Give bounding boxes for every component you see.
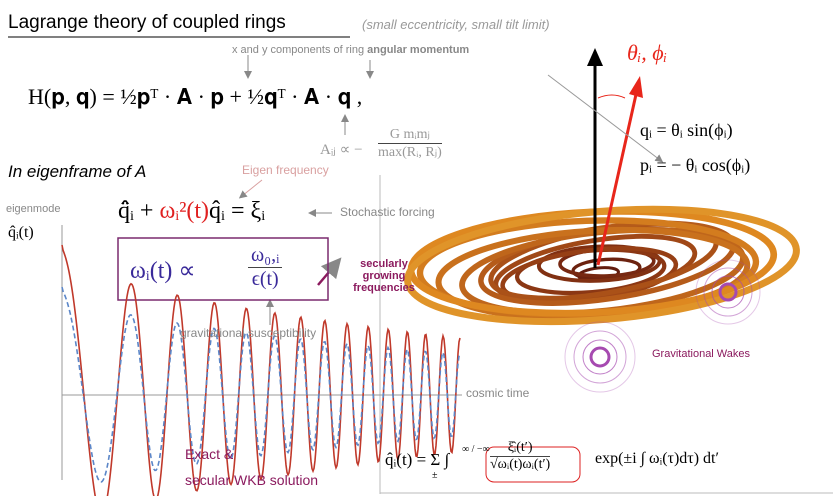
- growth-arrow: [318, 265, 335, 285]
- scaling-lhs: ωᵢ(t) ∝: [130, 256, 196, 285]
- numerator: ξ̂ᵢ(t′): [490, 440, 550, 457]
- pointer: [548, 75, 660, 160]
- sol-sub: ±: [432, 470, 438, 481]
- eigen-label: Eigen frequency: [242, 163, 329, 177]
- legend-2: secular WKB solution: [185, 472, 318, 488]
- numerator: ω₀,ᵢ: [248, 244, 282, 268]
- illustration: [0, 0, 833, 496]
- eq-left: q̂̈ᵢ +: [118, 198, 153, 224]
- susceptibility-label: gravitational susceptibility: [180, 326, 316, 340]
- subtitle: (small eccentricity, small tilt limit): [362, 17, 550, 32]
- sol-rhs: exp(±i ∫ ωᵢ(τ)dτ) dt′: [595, 450, 719, 468]
- mode-symbol: q̂ᵢ(t): [8, 224, 34, 242]
- heading: In eigenframe of A: [8, 162, 146, 182]
- forcing-label: Stochastic forcing: [340, 205, 435, 219]
- pointer: [242, 180, 262, 196]
- wakes-label: Gravitational Wakes: [652, 348, 750, 360]
- note-bold: angular momentum: [367, 44, 469, 56]
- growth-label: secularly growing frequencies: [344, 258, 424, 294]
- numerator: G mᵢmⱼ: [378, 126, 442, 144]
- sol-lhs: q̂ᵢ(t) = Σ ∫: [385, 450, 449, 470]
- angle-label: θᵢ, ϕᵢ: [627, 40, 667, 66]
- title: Lagrange theory of coupled rings: [8, 12, 286, 34]
- time-label: cosmic time: [466, 386, 529, 400]
- denominator: max(Rᵢ, Rⱼ): [378, 144, 442, 161]
- hamiltonian: H(𝐩, 𝐪) = ½𝐩ᵀ · 𝐀 · 𝐩 + ½𝐪ᵀ · 𝐀 · 𝐪 ,: [28, 84, 362, 110]
- arrowhead: [629, 76, 643, 98]
- angle-arc: [598, 95, 625, 98]
- eq-right: q̂ᵢ = ξᵢ: [209, 198, 265, 224]
- coupling-lhs: Aᵢⱼ ∝ −: [320, 140, 363, 159]
- mode-label: eigenmode: [6, 203, 60, 215]
- legend-1: Exact &: [185, 446, 233, 462]
- equation: q̂̈ᵢ + ωᵢ²(t)q̂ᵢ = ξᵢ: [118, 198, 265, 225]
- q-def: qᵢ = θᵢ sin(ϕᵢ): [640, 120, 733, 141]
- slide: Lagrange theory of coupled rings (small …: [0, 0, 833, 496]
- arrowhead: [587, 48, 603, 66]
- denominator: √ωᵢ(t)ωᵢ(t′): [490, 457, 550, 473]
- denominator: ϵ(t): [248, 268, 282, 291]
- p-def: pᵢ = − θᵢ cos(ϕᵢ): [640, 155, 750, 176]
- sol-fraction: ξ̂ᵢ(t′)√ωᵢ(t)ωᵢ(t′): [490, 440, 550, 473]
- eq-freq: ωᵢ²(t): [159, 198, 209, 224]
- note: x and y components of ring angular momen…: [232, 44, 469, 56]
- sol-lims: ∞ / −∞: [462, 444, 490, 455]
- note-plain: x and y components of ring: [232, 44, 364, 56]
- rings: [403, 196, 801, 336]
